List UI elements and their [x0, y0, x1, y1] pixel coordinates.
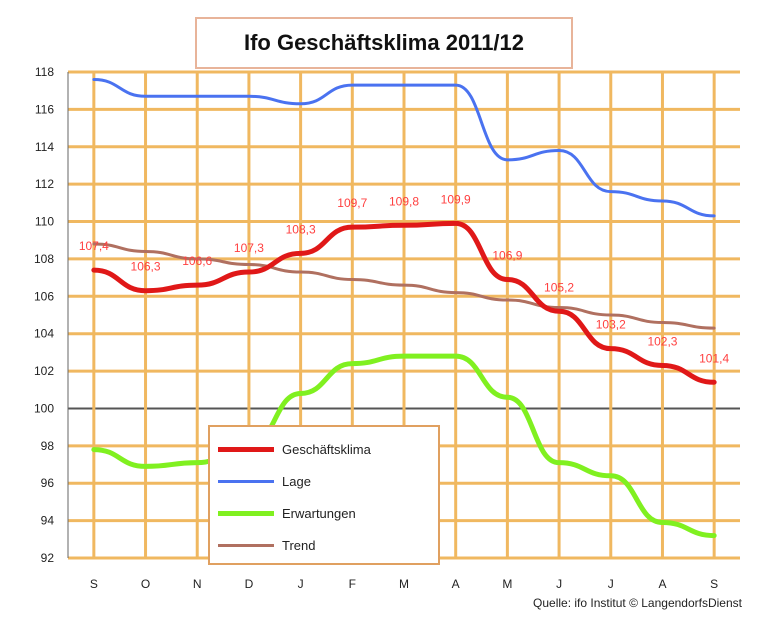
chart-title: Ifo Geschäftsklima 2011/12	[243, 30, 525, 55]
data-label: 105,2	[544, 280, 574, 294]
y-tick-label: 102	[34, 364, 54, 378]
legend-swatch	[218, 510, 274, 516]
y-tick-label: 112	[35, 177, 54, 191]
x-tick-label: S	[90, 577, 98, 591]
legend-item-geschaeftsklima: Geschäftsklima	[218, 433, 430, 465]
y-tick-label: 94	[41, 514, 55, 528]
data-label: 109,8	[389, 194, 419, 208]
source-note: Quelle: ifo Institut © LangendorfsDienst	[533, 596, 742, 610]
x-tick-label: J	[608, 577, 614, 591]
data-label: 108,3	[286, 222, 316, 236]
x-tick-label: O	[141, 577, 150, 591]
data-label: 106,6	[182, 254, 212, 268]
x-tick-label: D	[245, 577, 254, 591]
series-line-erwartungen	[91, 353, 717, 539]
legend-swatch	[218, 543, 274, 547]
legend-item-erwartungen: Erwartungen	[218, 497, 430, 529]
y-tick-label: 96	[41, 476, 55, 490]
x-tick-label: F	[349, 577, 356, 591]
legend-swatch	[218, 479, 274, 483]
legend-swatch	[218, 446, 274, 452]
y-tick-label: 106	[34, 289, 54, 303]
legend: Geschäftsklima Lage Erwartungen Trend	[208, 425, 440, 565]
x-tick-label: M	[399, 577, 409, 591]
y-tick-label: 108	[34, 252, 54, 266]
x-tick-label: M	[502, 577, 512, 591]
y-tick-label: 98	[41, 439, 55, 453]
chart-title-box: Ifo Geschäftsklima 2011/12	[195, 17, 573, 69]
legend-label: Lage	[282, 473, 311, 489]
data-label: 101,4	[699, 351, 729, 365]
legend-item-trend: Trend	[218, 529, 430, 561]
series-line-gesch-ftsklima	[91, 220, 717, 385]
data-label: 102,3	[647, 334, 677, 348]
legend-label: Geschäftsklima	[282, 441, 371, 457]
data-label: 109,7	[337, 196, 367, 210]
x-tick-label: A	[452, 577, 460, 591]
data-label: 106,9	[492, 248, 522, 262]
y-tick-label: 92	[41, 551, 55, 565]
x-tick-label: J	[298, 577, 304, 591]
data-labels: 107,4 106,3 106,6 107,3 108,3 109,7 109,8 109,9…	[79, 192, 730, 365]
series-line-lage	[92, 77, 716, 218]
x-tick-label: N	[193, 577, 202, 591]
y-tick-label: 100	[34, 401, 54, 415]
series-lines	[91, 77, 717, 539]
data-label: 107,4	[79, 239, 109, 253]
data-label: 109,9	[441, 192, 471, 206]
y-tick-label: 110	[35, 215, 54, 229]
y-tick-label: 104	[34, 327, 54, 341]
y-tick-label: 114	[35, 140, 54, 154]
legend-label: Erwartungen	[282, 505, 356, 521]
x-tick-label: J	[556, 577, 562, 591]
data-label: 103,2	[596, 318, 626, 332]
data-label: 106,3	[131, 260, 161, 274]
series-line-trend	[92, 242, 716, 330]
y-axis-ticks: 92 94 96 98 100 102 104 106 108 110 112 114 116 118	[34, 65, 54, 565]
legend-label: Trend	[282, 537, 316, 553]
data-label: 107,3	[234, 241, 264, 255]
y-tick-label: 118	[35, 65, 54, 79]
x-tick-label: A	[658, 577, 666, 591]
y-tick-label: 116	[35, 102, 54, 116]
legend-item-lage: Lage	[218, 465, 430, 497]
x-tick-label: S	[710, 577, 718, 591]
